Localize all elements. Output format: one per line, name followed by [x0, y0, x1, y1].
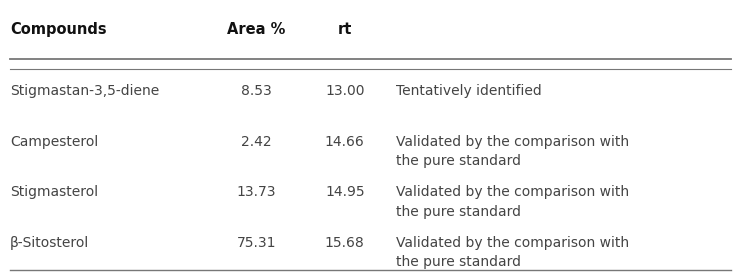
Text: Validated by the comparison with
the pure standard: Validated by the comparison with the pur… — [396, 135, 629, 168]
Text: rt: rt — [338, 22, 352, 37]
Text: 14.95: 14.95 — [325, 185, 365, 199]
Text: Stigmasterol: Stigmasterol — [10, 185, 99, 199]
Text: Area %: Area % — [227, 22, 286, 37]
Text: 8.53: 8.53 — [241, 85, 272, 99]
Text: Stigmastan-3,5-diene: Stigmastan-3,5-diene — [10, 85, 159, 99]
Text: Validated by the comparison with
the pure standard: Validated by the comparison with the pur… — [396, 235, 629, 269]
Text: β-Sitosterol: β-Sitosterol — [10, 235, 90, 249]
Text: Validated by the comparison with
the pure standard: Validated by the comparison with the pur… — [396, 185, 629, 219]
Text: Tentatively identified: Tentatively identified — [396, 85, 542, 99]
Text: 13.73: 13.73 — [237, 185, 276, 199]
Text: 75.31: 75.31 — [237, 235, 276, 249]
Text: 2.42: 2.42 — [241, 135, 272, 149]
Text: 15.68: 15.68 — [325, 235, 365, 249]
Text: 14.66: 14.66 — [325, 135, 365, 149]
Text: 13.00: 13.00 — [325, 85, 365, 99]
Text: Compounds: Compounds — [10, 22, 107, 37]
Text: Campesterol: Campesterol — [10, 135, 99, 149]
